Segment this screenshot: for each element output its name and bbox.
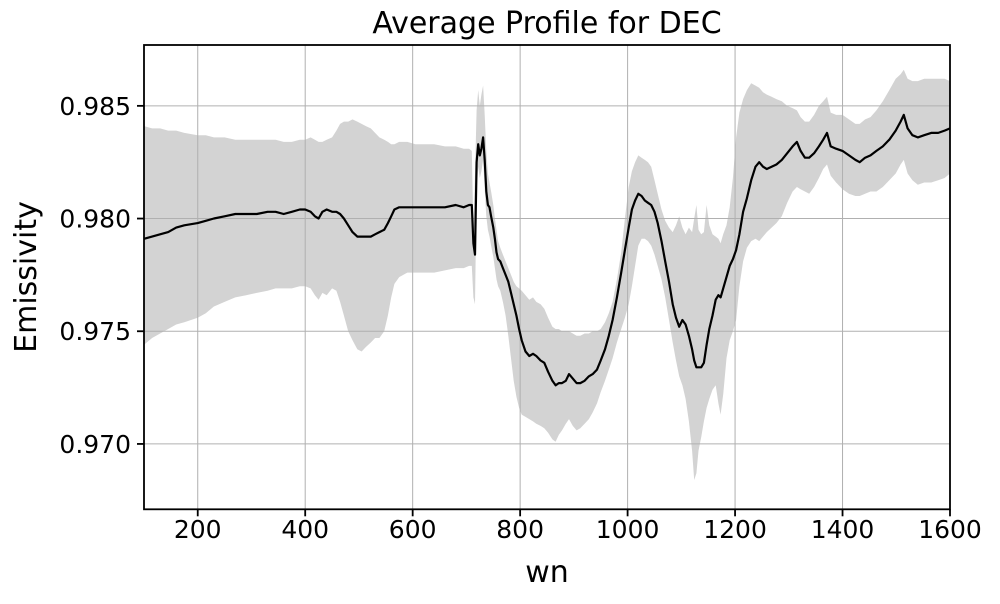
y-axis-label: Emissivity: [9, 201, 44, 353]
mean-line-layer: [143, 113, 951, 387]
axes-frame-layer: [143, 44, 951, 511]
band-layer: [144, 69, 950, 481]
x-tick-label: 600: [389, 515, 437, 544]
x-axis-label: wn: [525, 555, 569, 590]
chart-title: Average Profile for DEC: [372, 6, 721, 41]
x-tick-label: 1000: [596, 515, 660, 544]
x-tick-label: 800: [496, 515, 544, 544]
axes-frame: [143, 44, 951, 511]
x-tick-label: 1200: [703, 515, 767, 544]
x-tick-label: 1600: [918, 515, 982, 544]
y-tick-label: 0.970: [59, 430, 131, 459]
tick-layer: 200 400 600 800 1000 1200 1400 1600 0.970 0.975 0.…: [59, 92, 981, 544]
confidence-band: [144, 69, 950, 481]
grid-layer: [144, 45, 951, 510]
x-tick-label: 400: [281, 515, 329, 544]
y-tick-label: 0.985: [59, 92, 131, 121]
mean-line: [143, 113, 951, 387]
x-tick-label: 1400: [811, 515, 875, 544]
y-tick-label: 0.975: [59, 317, 131, 346]
y-tick-label: 0.980: [59, 205, 131, 234]
x-tick-label: 200: [174, 515, 222, 544]
